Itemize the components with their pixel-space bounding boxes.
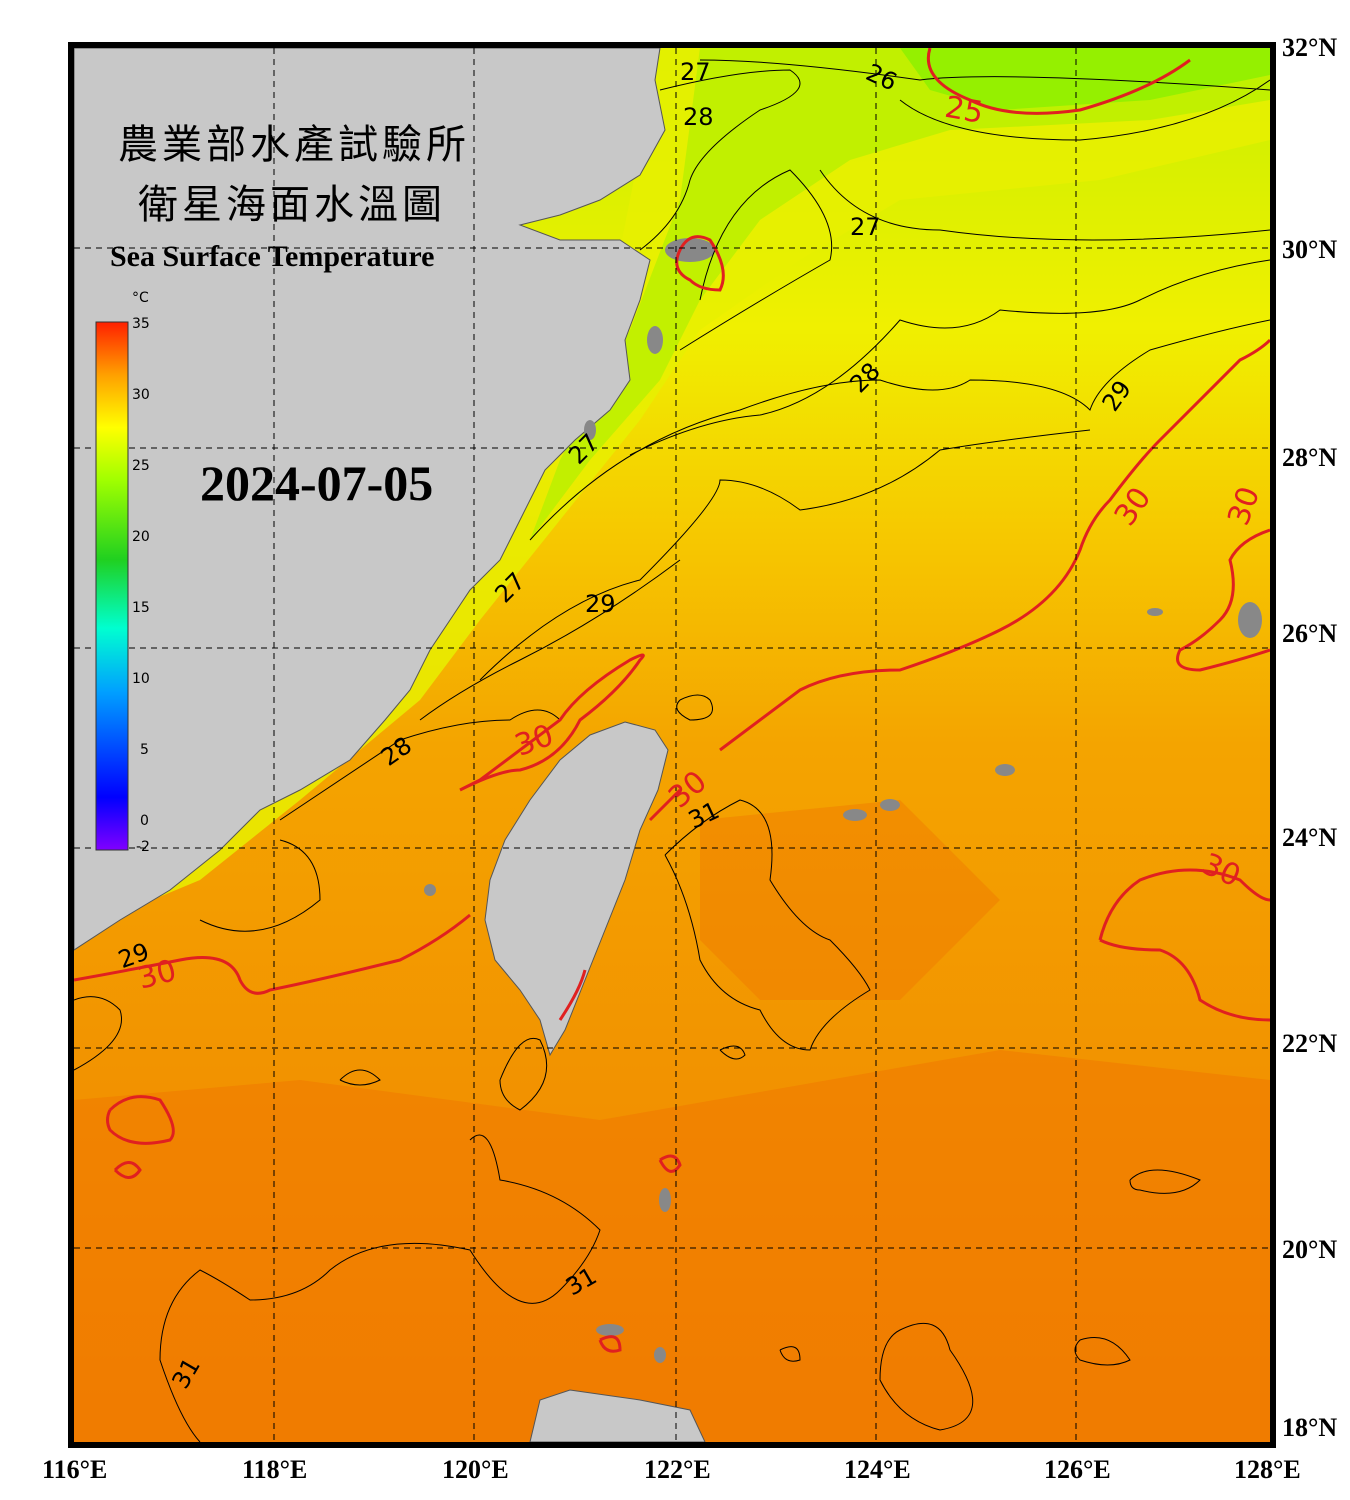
colorbar-tick: 30 [132,387,150,403]
black-contours [74,59,1270,1442]
contour-label-red: 25 [942,90,986,131]
land-china-mainland [74,48,666,951]
lon-label: 116°E [42,1455,107,1484]
cold-water-zone [530,48,1270,540]
hot-water-zone-east [700,800,1000,1000]
contour-label: 27 [680,58,711,86]
lon-label: 126°E [1044,1455,1111,1484]
colorbar-tick: 15 [132,600,150,616]
small-islands [424,238,1262,1363]
map-date: 2024-07-05 [200,455,433,511]
colorbar-tick: -2 [136,839,150,855]
title-institute: 農業部水產試驗所 [118,122,470,168]
title-english: Sea Surface Temperature [110,240,434,273]
map-frame [68,42,1276,1448]
lat-label: 30°N [1282,235,1337,264]
lon-label: 128°E [1234,1455,1301,1484]
colorbar-tick: 25 [132,458,150,474]
colorbar-tick: 20 [132,529,150,545]
colorbar-tick: 35 [132,316,150,332]
lat-label: 22°N [1282,1029,1337,1058]
title-map-name: 衛星海面水溫圖 [138,182,446,228]
lon-label: 118°E [242,1455,307,1484]
lon-label: 120°E [442,1455,509,1484]
lat-label: 24°N [1282,823,1337,852]
contour-label: 29 [585,590,616,618]
lat-label: 20°N [1282,1235,1337,1264]
lat-label: 28°N [1282,443,1337,472]
hot-water-zone [74,1050,1270,1442]
red-contours-30 [74,48,1270,1353]
colorbar-tick: 10 [132,671,150,687]
colorbar-gradient [95,321,129,851]
colorbar-unit: °C [132,290,149,306]
lat-label: 18°N [1282,1413,1337,1442]
land-luzon [529,1389,706,1442]
colorbar: °C 35 30 25 20 15 10 5 0 -2 [95,290,150,855]
colorbar-tick: 0 [140,813,149,829]
contour-label: 28 [683,103,714,131]
land-taiwan [484,721,669,1057]
lat-label: 26°N [1282,619,1337,648]
lat-label: 32°N [1282,33,1337,62]
graticule [74,48,1270,1442]
lon-label: 124°E [844,1455,911,1484]
contour-label: 27 [850,213,881,241]
colorbar-tick: 5 [140,742,149,758]
lon-label: 122°E [644,1455,711,1484]
